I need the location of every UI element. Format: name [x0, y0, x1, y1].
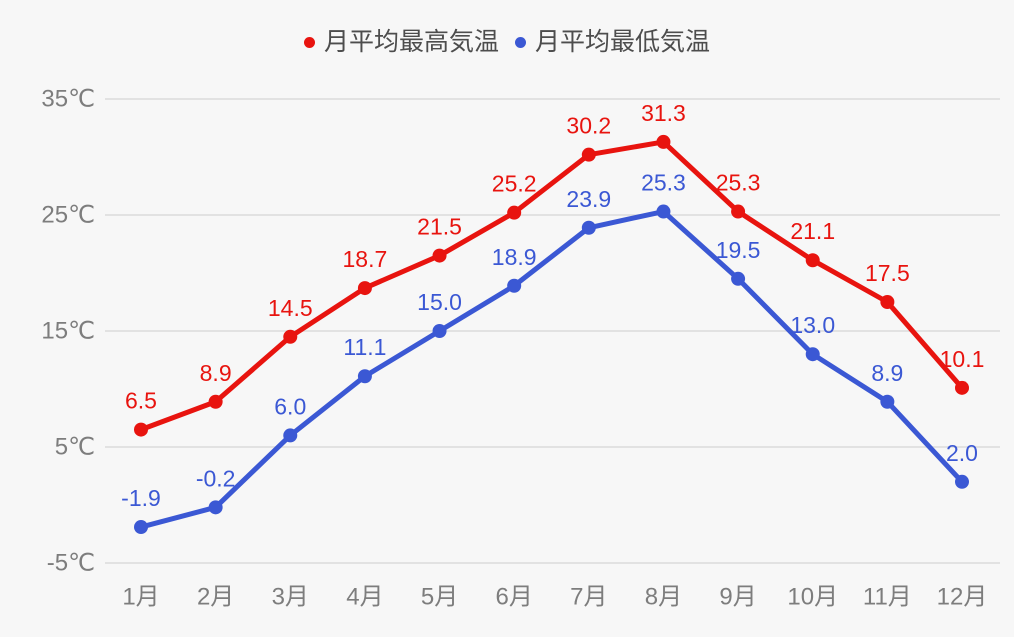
data-point-value-label: 25.3: [641, 170, 686, 196]
x-axis-month-label: 9月: [719, 584, 756, 611]
data-point: [805, 253, 820, 268]
data-point: [432, 324, 447, 338]
y-axis-tick-label: 15℃: [41, 318, 95, 345]
y-axis-tick-label: -5℃: [47, 550, 95, 577]
y-axis-tick-label: 35℃: [41, 86, 95, 113]
data-point: [581, 220, 596, 235]
data-point: [955, 380, 969, 395]
x-axis-month-label: 11月: [863, 584, 912, 611]
data-point-value-label: 25.3: [716, 170, 761, 196]
series-line-min-temp: [138, 209, 965, 530]
y-axis-tick-label: 25℃: [41, 202, 95, 229]
data-point-value-label: -1.9: [121, 485, 161, 511]
data-point: [731, 271, 746, 286]
data-point: [507, 205, 522, 220]
data-point-value-label: -0.2: [196, 465, 236, 491]
data-point-value-label: 18.7: [343, 246, 388, 272]
data-point-value-label: 11.1: [343, 334, 386, 360]
x-axis-month-label: 4月: [346, 584, 383, 611]
data-point-value-label: 6.5: [125, 388, 157, 414]
data-point-value-label: 25.2: [492, 171, 537, 197]
min-temp-series-marker-icon: [515, 37, 526, 48]
data-point-value-label: 8.9: [871, 360, 903, 386]
data-point: [357, 369, 372, 384]
series-line-max-temp: [138, 139, 965, 433]
data-point: [208, 500, 223, 515]
x-axis-month-label: 8月: [645, 584, 682, 611]
data-point: [134, 520, 148, 535]
data-point-value-label: 2.0: [946, 440, 978, 466]
data-point-value-label: 8.9: [200, 360, 232, 386]
data-point-value-label: 23.9: [566, 186, 611, 212]
x-axis-month-label: 7月: [570, 584, 607, 611]
data-point-value-label: 10.1: [940, 346, 985, 372]
data-point-value-label: 17.5: [865, 260, 910, 286]
data-point: [656, 204, 671, 219]
x-axis-month-label: 6月: [496, 584, 533, 611]
data-point-value-label: 31.3: [641, 100, 686, 126]
y-axis-tick-label: 5℃: [55, 434, 95, 461]
data-point-value-label: 6.0: [274, 393, 306, 419]
data-point: [656, 134, 671, 149]
data-point-value-label: 21.5: [417, 214, 462, 240]
max-temp-series-marker-icon: [303, 37, 315, 48]
data-point: [283, 428, 298, 443]
data-point-value-label: 19.5: [716, 237, 761, 263]
data-point: [581, 147, 596, 162]
legend-item-min-temp: 月平均最低気温: [515, 30, 710, 55]
data-point: [507, 278, 522, 293]
data-point: [134, 422, 148, 437]
chart-legend: 月平均最高気温 月平均最低気温: [0, 30, 1014, 55]
data-point: [432, 248, 447, 263]
data-point-value-label: 14.5: [268, 295, 313, 321]
data-point-value-label: 30.2: [566, 113, 611, 139]
x-axis-month-label: 2月: [197, 584, 234, 611]
data-point-value-label: 15.0: [417, 289, 462, 315]
x-axis-month-label: 10月: [787, 584, 838, 611]
legend-item-max-temp: 月平均最高気温: [303, 28, 499, 56]
x-axis-month-label: 1月: [122, 584, 159, 611]
data-point: [208, 394, 223, 409]
x-axis-month-label: 12月: [937, 584, 988, 611]
data-point: [955, 474, 969, 489]
data-point-value-label: 18.9: [492, 244, 537, 270]
data-point: [283, 329, 298, 344]
data-point: [357, 281, 372, 296]
data-point-value-label: 13.0: [790, 312, 835, 338]
x-axis-month-label: 5月: [421, 584, 458, 611]
data-point-value-label: 21.1: [790, 218, 835, 244]
legend-label-min-temp: 月平均最低気温: [535, 28, 711, 56]
data-point: [731, 204, 746, 219]
data-point: [880, 394, 895, 409]
data-point: [805, 347, 820, 362]
data-point: [880, 295, 895, 309]
legend-label-max-temp: 月平均最高気温: [323, 28, 499, 56]
x-axis-month-label: 3月: [272, 584, 309, 611]
